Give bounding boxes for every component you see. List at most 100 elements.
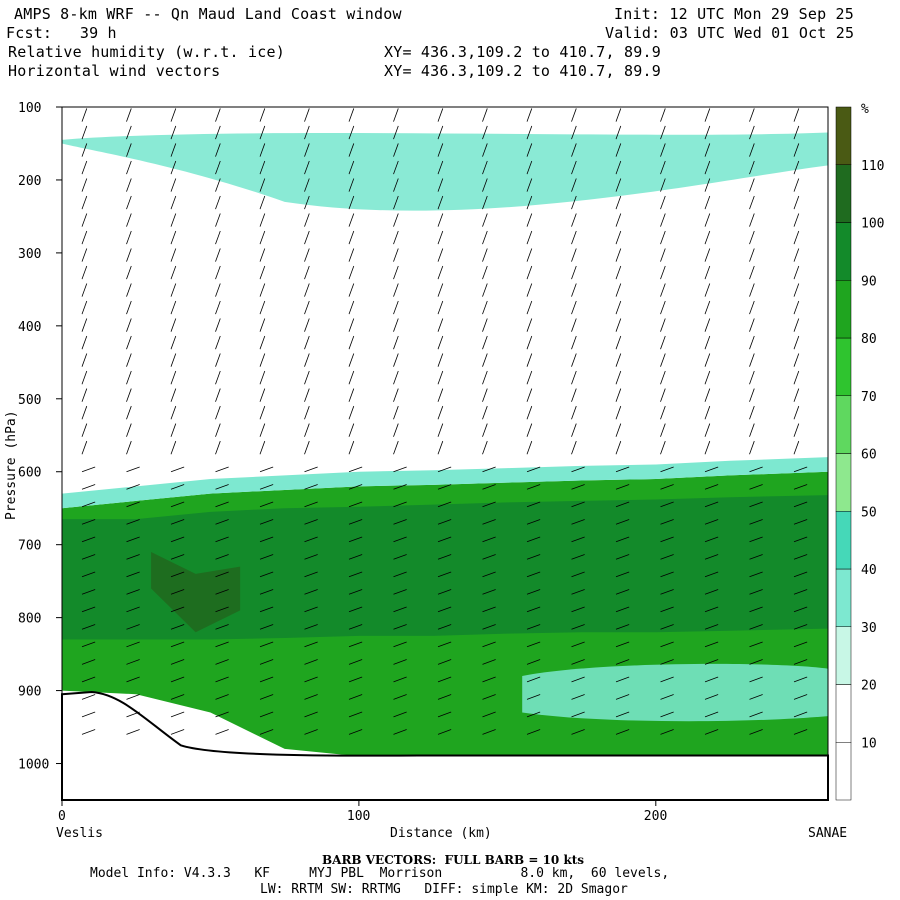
wind-barb <box>348 571 363 578</box>
wind-barb <box>526 519 541 525</box>
wind-barb <box>482 388 488 402</box>
wind-barb <box>170 501 185 508</box>
wind-barb <box>81 641 96 648</box>
wind-barb <box>793 659 808 665</box>
x-tick-label: 0 <box>58 809 66 824</box>
wind-barbs <box>81 108 808 735</box>
wind-barb <box>393 318 399 332</box>
wind-barb <box>660 659 674 665</box>
wind-barb <box>749 405 755 420</box>
wind-barb <box>215 676 229 683</box>
wind-barb <box>704 729 719 735</box>
wind-barb <box>393 624 407 630</box>
wind-barb <box>348 554 363 560</box>
wind-barb <box>615 195 622 210</box>
wind-barb <box>304 423 310 437</box>
wind-barb <box>749 265 755 280</box>
wind-barb <box>615 659 630 665</box>
wind-barb <box>793 484 808 490</box>
wind-barb <box>704 624 719 630</box>
wind-barb <box>215 213 221 227</box>
wind-barb <box>215 160 221 175</box>
wind-barb <box>81 265 88 280</box>
wind-barb <box>482 571 496 578</box>
wind-barb <box>704 300 711 315</box>
valid-time: Valid: 03 UTC Wed 01 Oct 25 <box>605 24 855 42</box>
barb-note: BARB VECTORS: FULL BARB = 10 kts <box>322 853 585 867</box>
wind-barb <box>526 606 541 613</box>
wind-barb <box>170 318 177 332</box>
wind-barb <box>126 536 140 543</box>
wind-barb <box>259 353 266 367</box>
wind-barb <box>749 195 755 210</box>
wind-barb <box>437 729 452 735</box>
wind-barb <box>615 108 622 122</box>
colorbar-tick-label: 50 <box>861 505 877 520</box>
wind-barb <box>482 108 488 122</box>
wind-barb <box>81 571 96 578</box>
wind-barb <box>437 125 444 140</box>
wind-barb <box>526 659 541 665</box>
wind-barb <box>215 641 229 648</box>
colorbar-segment <box>835 742 852 801</box>
wind-barb <box>437 265 444 280</box>
wind-barb <box>704 423 711 437</box>
wind-barb <box>393 388 399 402</box>
wind-barb <box>126 195 132 210</box>
wind-barb <box>526 440 533 455</box>
wind-barb <box>304 353 310 367</box>
wind-barb <box>615 265 622 280</box>
wind-barb <box>259 624 274 630</box>
wind-barb <box>81 230 88 245</box>
wind-barb <box>526 554 541 560</box>
wind-barb <box>304 484 318 490</box>
wind-barb <box>793 536 808 543</box>
wind-barb <box>304 641 318 648</box>
wind-barb <box>749 143 755 157</box>
wind-barb <box>749 711 763 718</box>
wind-barb <box>660 501 674 508</box>
wind-barb <box>348 125 355 140</box>
wind-barb <box>749 729 763 735</box>
wind-barb <box>126 659 140 665</box>
wind-barb <box>437 195 444 210</box>
wind-barb <box>126 230 132 245</box>
wind-barb <box>304 536 318 543</box>
wind-barb <box>571 659 585 665</box>
wind-barb <box>348 659 363 665</box>
wind-barb <box>704 195 711 210</box>
wind-barb <box>81 729 96 735</box>
wind-barb <box>437 160 444 175</box>
wind-barb <box>704 501 719 508</box>
wind-barb <box>660 676 674 683</box>
wind-barb <box>393 554 407 560</box>
wind-barb <box>215 440 221 455</box>
wind-barb <box>215 265 221 280</box>
wind-barb <box>126 318 132 332</box>
x-left-label: Veslis <box>56 826 103 841</box>
wind-barb <box>126 676 140 683</box>
wind-barb <box>215 606 229 613</box>
wind-barb <box>215 335 221 350</box>
wind-barb <box>526 125 533 140</box>
wind-barb <box>348 440 355 455</box>
wind-barb <box>81 519 96 525</box>
wind-barb <box>259 213 266 227</box>
model-info: Model Info: V4.3.3 KF MYJ PBL Morrison 8… <box>90 866 670 881</box>
wind-barb <box>259 248 266 262</box>
wind-barb <box>482 484 496 490</box>
wind-barb <box>81 370 88 385</box>
wind-barb <box>437 676 452 683</box>
wind-barb <box>126 388 132 402</box>
wind-barb <box>749 484 763 490</box>
wind-barb <box>482 160 488 175</box>
wind-barb <box>81 388 88 402</box>
wind-barb <box>126 711 140 718</box>
wind-barb <box>704 248 711 262</box>
wind-barb <box>749 466 763 473</box>
wind-barb <box>259 143 266 157</box>
wind-barb <box>304 729 318 735</box>
wind-barb <box>170 353 177 367</box>
wind-barb <box>526 589 541 595</box>
wind-barb <box>215 624 229 630</box>
